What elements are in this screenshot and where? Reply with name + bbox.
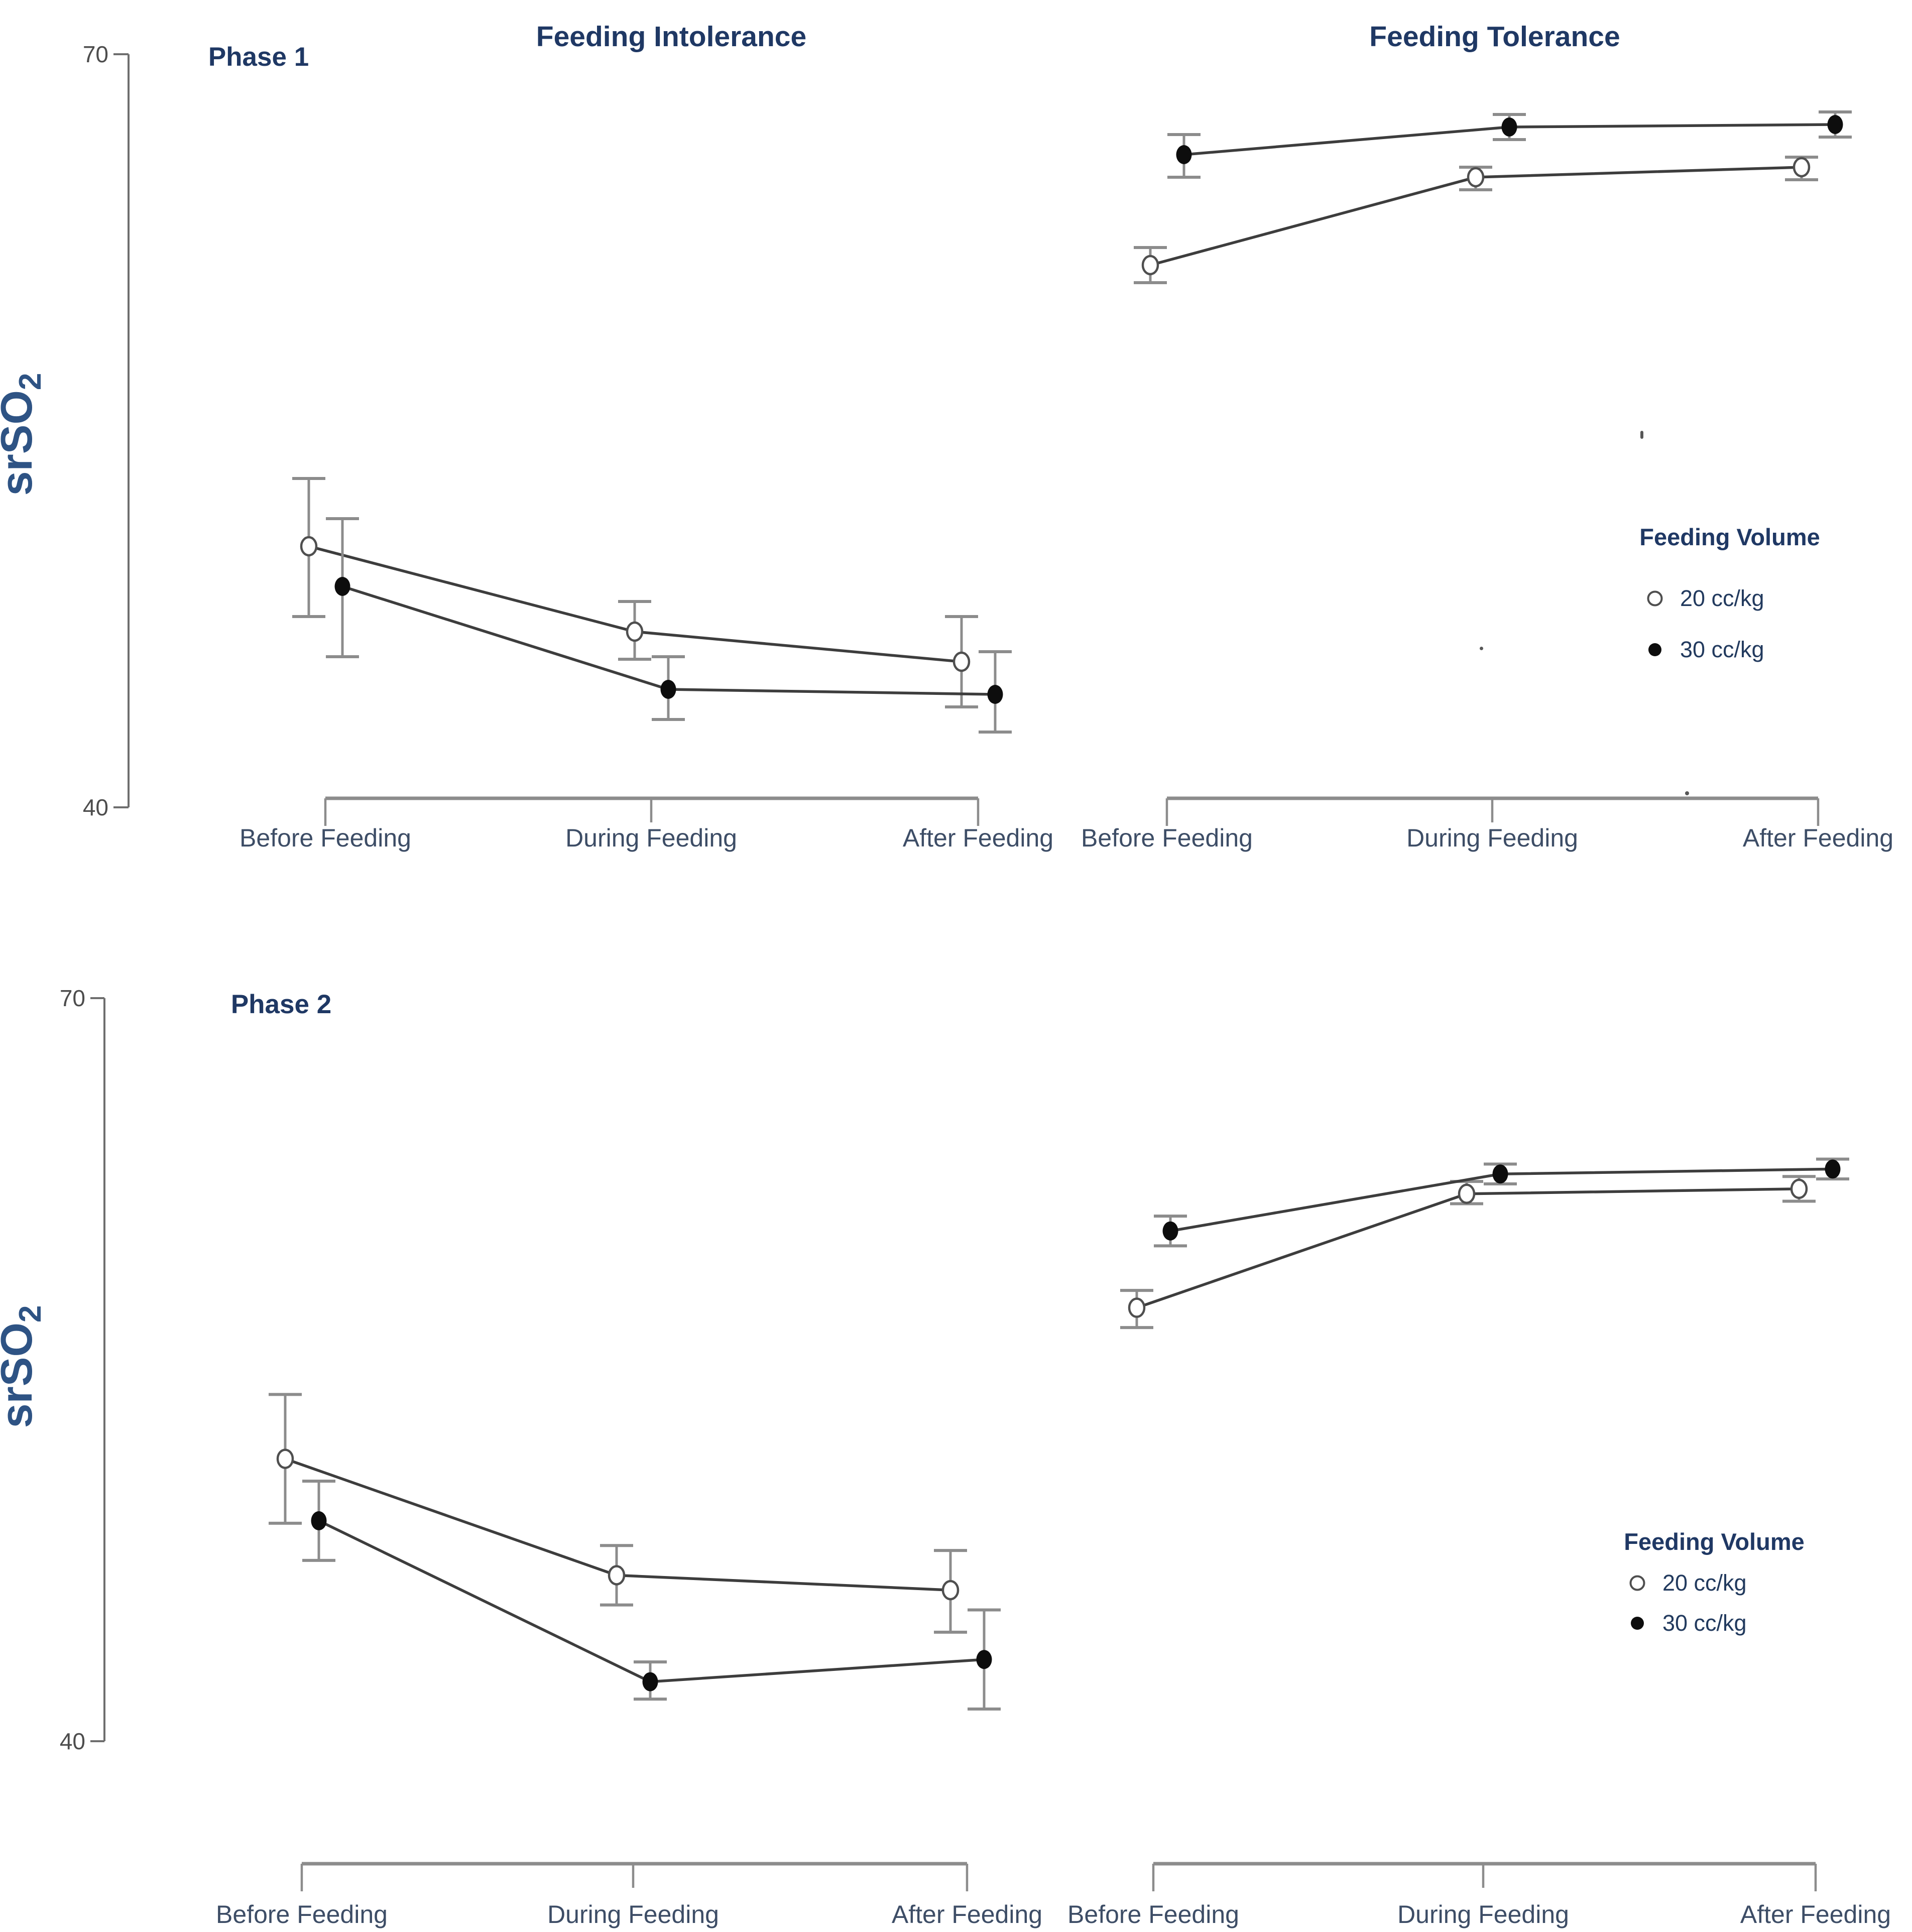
marker-filled-circle [1827, 115, 1843, 134]
legend-filled-circle-icon [1631, 1617, 1644, 1630]
y-tick-label-70: 70 [60, 985, 85, 1011]
marker-open-circle [1792, 157, 1811, 178]
marker-open-circle [1141, 255, 1159, 276]
speck-artifact [1685, 791, 1689, 795]
panel-phase2-feeding-tolerance: Before Feeding During Feeding After Feedin… [1067, 1157, 1891, 1928]
legend: Feeding Volume 20 cc/kg 30 cc/kg [1639, 524, 1820, 662]
category-label: Before Feeding [216, 1900, 388, 1928]
legend-item-label: 20 cc/kg [1680, 585, 1764, 611]
legend-title: Feeding Volume [1624, 1528, 1805, 1555]
y-tick-label-70: 70 [83, 41, 108, 67]
category-label: After Feeding [892, 1900, 1042, 1928]
legend-filled-circle-icon [1648, 643, 1661, 656]
category-label: After Feeding [1740, 1900, 1891, 1928]
category-label: Before Feeding [1067, 1900, 1239, 1928]
column-title-tolerance: Feeding Tolerance [1369, 21, 1620, 53]
x-axis-bracket [1152, 1862, 1817, 1891]
marker-filled-circle [1176, 145, 1192, 164]
marker-filled-circle [334, 577, 350, 596]
panel-phase1-feeding-tolerance: Before Feeding During Feeding After Feedin… [1081, 110, 1893, 852]
marker-open-circle [1467, 167, 1485, 188]
marker-filled-circle [642, 1672, 658, 1692]
panel-phase1-feeding-intolerance: Before Feeding During Feeding After Feedin… [240, 477, 1053, 852]
panel-phase2-feeding-intolerance: Before Feeding During Feeding After Feedin… [216, 1393, 1042, 1928]
legend: Feeding Volume 20 cc/kg 30 cc/kg [1624, 1528, 1805, 1636]
category-label: Before Feeding [1081, 824, 1253, 852]
category-label: During Feeding [1406, 824, 1578, 852]
marker-open-circle [952, 651, 971, 672]
marker-open-circle [608, 1565, 626, 1586]
marker-open-circle [941, 1580, 960, 1601]
marker-filled-circle [660, 680, 676, 699]
phase-label-2: Phase 2 [231, 990, 331, 1019]
y-axis-label-srso2: srSO2 [0, 373, 48, 496]
marker-filled-circle [311, 1511, 327, 1530]
marker-filled-circle [1162, 1221, 1178, 1241]
x-axis-bracket [1165, 796, 1820, 826]
legend-item-label: 30 cc/kg [1662, 1610, 1747, 1636]
speck-artifact [1640, 431, 1643, 439]
legend-open-circle-icon [1647, 590, 1663, 607]
row-1: 70 40 srSO2 Phase 1 [0, 41, 309, 820]
y-tick-label-40: 40 [83, 794, 108, 820]
phase-label-1: Phase 1 [208, 42, 309, 72]
marker-open-circle [276, 1448, 294, 1469]
category-label: During Feeding [565, 824, 737, 852]
category-label: During Feeding [1397, 1900, 1569, 1928]
category-label: After Feeding [903, 824, 1053, 852]
marker-filled-circle [1825, 1159, 1841, 1179]
marker-open-circle [1458, 1183, 1476, 1204]
legend-open-circle-icon [1629, 1575, 1645, 1591]
marker-filled-circle [976, 1650, 992, 1669]
x-axis-bracket [300, 1862, 969, 1891]
marker-filled-circle [1501, 117, 1517, 137]
marker-filled-circle [987, 685, 1003, 704]
speck-artifact [1480, 647, 1483, 650]
row-2: 70 40 srSO2 Phase 2 [0, 985, 331, 1754]
y-tick-label-40: 40 [60, 1728, 85, 1754]
legend-item-label: 30 cc/kg [1680, 637, 1764, 662]
marker-filled-circle [1492, 1164, 1508, 1184]
category-label: During Feeding [547, 1900, 719, 1928]
y-axis-label-srso2: srSO2 [0, 1305, 48, 1428]
column-title-intolerance: Feeding Intolerance [536, 21, 806, 53]
legend-item-label: 20 cc/kg [1662, 1570, 1747, 1596]
marker-open-circle [626, 621, 644, 642]
legend-title: Feeding Volume [1639, 524, 1820, 550]
category-label: After Feeding [1743, 824, 1893, 852]
category-label: Before Feeding [240, 824, 411, 852]
marker-open-circle [1790, 1178, 1808, 1199]
x-axis-bracket [324, 796, 980, 826]
marker-open-circle [300, 536, 318, 557]
marker-open-circle [1128, 1297, 1146, 1318]
